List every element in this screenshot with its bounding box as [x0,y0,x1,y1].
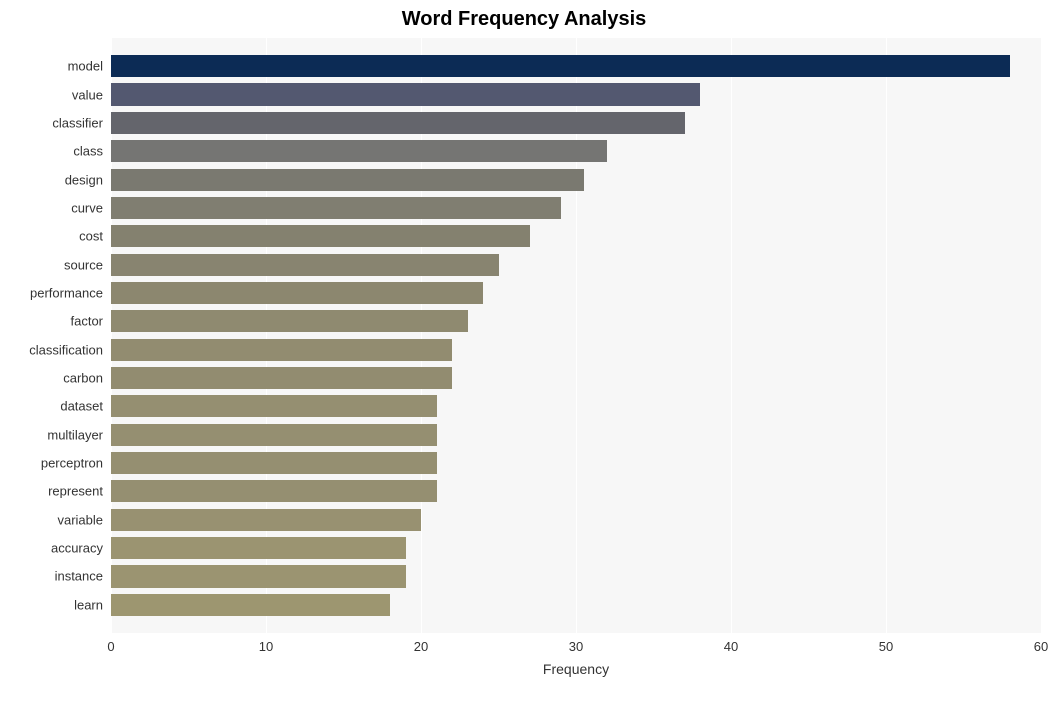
y-tick-label: carbon [0,371,103,386]
x-tick-label: 60 [1034,639,1048,654]
y-tick-label: source [0,257,103,272]
x-tick-label: 0 [107,639,114,654]
y-tick-label: represent [0,484,103,499]
x-tick-label: 40 [724,639,738,654]
y-tick-label: instance [0,569,103,584]
y-tick-label: cost [0,229,103,244]
y-tick-label: learn [0,597,103,612]
bar [111,254,499,276]
bar [111,282,483,304]
bar [111,594,390,616]
plot-area [111,38,1041,633]
y-tick-label: classifier [0,115,103,130]
bar [111,565,406,587]
bar [111,83,700,105]
y-tick-label: perceptron [0,456,103,471]
y-tick-label: design [0,172,103,187]
x-tick-label: 20 [414,639,428,654]
x-tick-label: 30 [569,639,583,654]
bar [111,225,530,247]
y-tick-label: model [0,59,103,74]
bar [111,169,584,191]
bar [111,509,421,531]
y-tick-label: dataset [0,399,103,414]
y-tick-label: curve [0,200,103,215]
bar [111,140,607,162]
chart-container: Word Frequency Analysis Frequency 0 10 20 3… [0,0,1048,701]
y-tick-label: factor [0,314,103,329]
y-tick-label: classification [0,342,103,357]
bar [111,310,468,332]
grid-line [886,38,887,633]
y-tick-label: value [0,87,103,102]
y-tick-label: accuracy [0,541,103,556]
bar [111,197,561,219]
bar [111,339,452,361]
bar [111,112,685,134]
y-tick-label: variable [0,512,103,527]
bar [111,55,1010,77]
y-tick-label: multilayer [0,427,103,442]
bar [111,395,437,417]
grid-line [731,38,732,633]
bar [111,452,437,474]
y-tick-label: performance [0,285,103,300]
x-tick-label: 10 [259,639,273,654]
y-tick-label: class [0,144,103,159]
bar [111,367,452,389]
grid-line [1041,38,1042,633]
chart-title: Word Frequency Analysis [0,8,1048,31]
bar [111,537,406,559]
x-axis-label: Frequency [111,661,1041,677]
x-tick-label: 50 [879,639,893,654]
bar [111,424,437,446]
bar [111,480,437,502]
